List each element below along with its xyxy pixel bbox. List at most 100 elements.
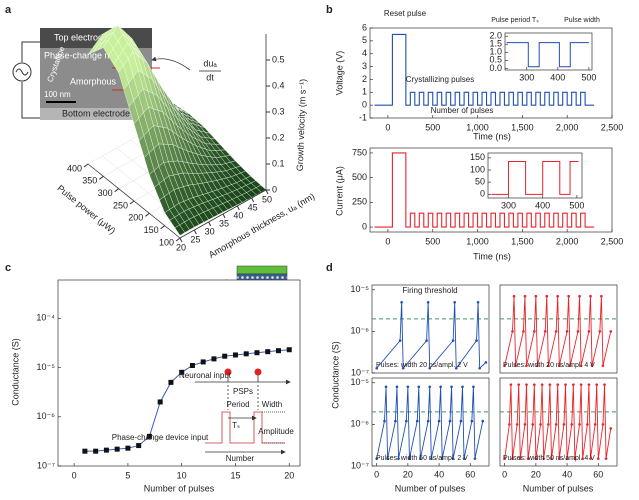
marker [103,447,109,453]
marker [211,356,217,362]
y-tick-label: 35 [219,218,229,228]
x-tick-label: 300 [501,201,516,211]
marker [547,423,550,426]
marker [375,366,378,370]
marker [508,423,511,426]
marker [408,457,411,460]
marker [439,385,442,389]
inset-label: Top electrode [54,32,108,42]
x-tick-label: 2,500 [601,236,624,246]
y-axis-label: Current (μA) [334,166,344,216]
x-tick-label: 400 [535,201,550,211]
marker [451,339,455,342]
psp-dot [224,368,232,376]
annotation: Neuronal input [179,371,232,380]
y-tick-label: 1.0 [489,47,502,57]
marker [600,294,603,298]
marker [587,330,591,333]
y-tick-label: 30 [205,226,215,236]
marker [523,294,527,298]
marker [596,457,600,460]
marker [473,457,477,460]
marker [419,457,422,460]
annotation: PSPs [233,387,253,396]
x-tick-label: 1,000 [466,236,489,246]
x-tick-label: 300 [98,188,113,198]
x-tick-label: 20 [284,470,294,480]
marker [426,419,430,423]
marker [542,457,545,460]
x-tick [175,237,181,242]
marker [503,364,506,367]
series-line [506,42,589,68]
psp-dot [254,368,262,376]
marker [514,364,517,367]
y-tick-label: 500 [352,172,367,182]
marker [265,349,271,355]
y-tick-label: 2 [362,74,367,84]
marker [578,423,581,426]
marker [554,330,558,333]
marker [570,423,574,426]
x-axis-label: Number of pulses [523,483,594,493]
y-tick-label: 0 [362,221,367,231]
x-tick-label: 60 [465,470,475,480]
x-tick-label: 400 [550,73,565,83]
surface-patch [174,224,186,236]
pulse-diagram [195,374,291,455]
y-tick-label: 25 [190,234,200,244]
marker [586,423,589,426]
x-tick-label: 1,000 [466,122,489,132]
marker [425,339,428,342]
marker [601,364,605,367]
marker [533,330,536,333]
marker [601,423,605,426]
z-tick-label: 0.5 [272,54,285,64]
marker [82,448,88,454]
x-tick-label: 0 [72,470,77,480]
marker [189,363,195,369]
marker [533,383,536,386]
y-tick-label: 0 [362,100,367,110]
annotation-arrow [151,56,191,71]
marker [383,419,386,423]
x-tick-label: 350 [82,176,97,186]
marker [472,385,475,389]
y-tick-label: -1 [359,112,367,122]
panel-title: Pulses: width 50 ns/ampl. 4 V [503,455,595,462]
x-tick-label: 20 [531,470,541,480]
y-tick-label: 3 [362,61,367,71]
marker [531,423,535,426]
marker [286,347,292,353]
x-tick-label: 500 [569,201,584,211]
marker [593,423,597,426]
marker [426,300,430,304]
marker [581,457,584,460]
marker [232,352,238,358]
marker [459,419,463,423]
marker [589,457,592,460]
y-tick-label: 1.5 [489,39,502,49]
z-tick-label: 0.1 [272,158,285,168]
y-tick [179,237,183,243]
marker [168,379,174,385]
marker [254,350,260,356]
x-axis-label: Time (ns) [473,251,511,261]
marker [484,361,488,364]
y-tick-label: 10⁻⁶ [351,419,370,429]
marker [454,366,458,370]
annotation: Crystallizing pulses [406,75,474,84]
annotation: Reset pulse [384,9,427,18]
marker [587,383,591,386]
y-tick-label: 0 [480,189,485,199]
marker [589,294,592,298]
marker [568,364,572,367]
y-tick-label: 10⁻⁵ [37,362,56,372]
y-tick-label: 2.0 [489,31,502,41]
plot-frame [487,152,583,199]
x-tick-label: 2,500 [601,122,624,132]
x-axis-label: Time (ns) [473,131,511,141]
panel-label: d [326,262,333,274]
y-tick-label: 10⁻⁵ [351,377,370,387]
x-tick-label: 0 [385,236,390,246]
